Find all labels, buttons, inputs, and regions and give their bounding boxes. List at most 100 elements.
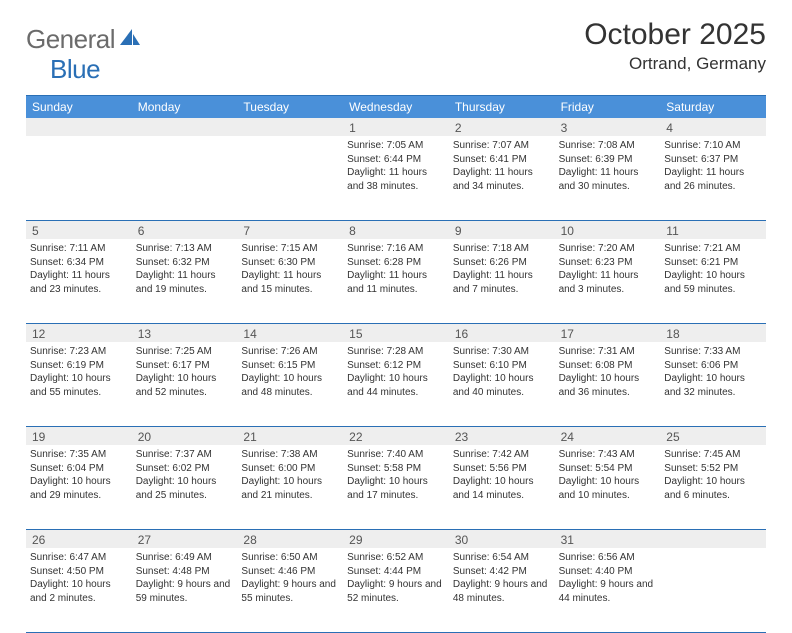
sunrise-text: Sunrise: 7:30 AM xyxy=(453,345,551,359)
day-number: 3 xyxy=(555,118,661,136)
week-row: Sunrise: 7:11 AMSunset: 6:34 PMDaylight:… xyxy=(26,239,766,324)
sunrise-text: Sunrise: 7:43 AM xyxy=(559,448,657,462)
sunrise-text: Sunrise: 7:38 AM xyxy=(241,448,339,462)
sunset-text: Sunset: 6:17 PM xyxy=(136,359,234,373)
sunrise-text: Sunrise: 7:20 AM xyxy=(559,242,657,256)
daylight-text: Daylight: 10 hours and 29 minutes. xyxy=(30,475,128,502)
day-number: 7 xyxy=(237,221,343,239)
day-number: 11 xyxy=(660,221,766,239)
day-number xyxy=(26,118,132,136)
sunrise-text: Sunrise: 7:10 AM xyxy=(664,139,762,153)
day-cell xyxy=(660,548,766,632)
sunrise-text: Sunrise: 7:35 AM xyxy=(30,448,128,462)
sunset-text: Sunset: 6:30 PM xyxy=(241,256,339,270)
day-number: 10 xyxy=(555,221,661,239)
sunrise-text: Sunrise: 6:54 AM xyxy=(453,551,551,565)
day-number: 4 xyxy=(660,118,766,136)
sunrise-text: Sunrise: 7:08 AM xyxy=(559,139,657,153)
sunset-text: Sunset: 6:04 PM xyxy=(30,462,128,476)
sunrise-text: Sunrise: 6:49 AM xyxy=(136,551,234,565)
sunset-text: Sunset: 6:28 PM xyxy=(347,256,445,270)
day-cell: Sunrise: 7:16 AMSunset: 6:28 PMDaylight:… xyxy=(343,239,449,323)
day-cell: Sunrise: 7:38 AMSunset: 6:00 PMDaylight:… xyxy=(237,445,343,529)
sail-icon xyxy=(119,28,141,53)
sunset-text: Sunset: 5:52 PM xyxy=(664,462,762,476)
daylight-text: Daylight: 11 hours and 23 minutes. xyxy=(30,269,128,296)
daylight-text: Daylight: 10 hours and 2 minutes. xyxy=(30,578,128,605)
title-block: October 2025 Ortrand, Germany xyxy=(584,18,766,74)
day-cell: Sunrise: 7:30 AMSunset: 6:10 PMDaylight:… xyxy=(449,342,555,426)
daylight-text: Daylight: 9 hours and 52 minutes. xyxy=(347,578,445,605)
day-number: 15 xyxy=(343,324,449,342)
day-cell: Sunrise: 7:18 AMSunset: 6:26 PMDaylight:… xyxy=(449,239,555,323)
day-number: 27 xyxy=(132,530,238,548)
daylight-text: Daylight: 9 hours and 55 minutes. xyxy=(241,578,339,605)
weekday-label: Friday xyxy=(555,96,661,118)
daylight-text: Daylight: 11 hours and 11 minutes. xyxy=(347,269,445,296)
daylight-text: Daylight: 11 hours and 19 minutes. xyxy=(136,269,234,296)
day-number: 19 xyxy=(26,427,132,445)
weekday-label: Tuesday xyxy=(237,96,343,118)
sunrise-text: Sunrise: 7:11 AM xyxy=(30,242,128,256)
logo-text-general: General xyxy=(26,24,115,55)
daylight-text: Daylight: 10 hours and 14 minutes. xyxy=(453,475,551,502)
day-number: 26 xyxy=(26,530,132,548)
sunset-text: Sunset: 6:02 PM xyxy=(136,462,234,476)
weekday-label: Thursday xyxy=(449,96,555,118)
day-number: 28 xyxy=(237,530,343,548)
sunrise-text: Sunrise: 7:23 AM xyxy=(30,345,128,359)
day-cell: Sunrise: 7:26 AMSunset: 6:15 PMDaylight:… xyxy=(237,342,343,426)
sunrise-text: Sunrise: 7:42 AM xyxy=(453,448,551,462)
sunset-text: Sunset: 5:58 PM xyxy=(347,462,445,476)
sunrise-text: Sunrise: 7:18 AM xyxy=(453,242,551,256)
day-number: 2 xyxy=(449,118,555,136)
day-number-row: 12131415161718 xyxy=(26,324,766,342)
day-cell xyxy=(132,136,238,220)
day-number: 17 xyxy=(555,324,661,342)
sunset-text: Sunset: 6:00 PM xyxy=(241,462,339,476)
day-cell: Sunrise: 7:35 AMSunset: 6:04 PMDaylight:… xyxy=(26,445,132,529)
day-number: 13 xyxy=(132,324,238,342)
daylight-text: Daylight: 11 hours and 38 minutes. xyxy=(347,166,445,193)
daylight-text: Daylight: 10 hours and 25 minutes. xyxy=(136,475,234,502)
day-cell: Sunrise: 7:10 AMSunset: 6:37 PMDaylight:… xyxy=(660,136,766,220)
day-cell: Sunrise: 7:05 AMSunset: 6:44 PMDaylight:… xyxy=(343,136,449,220)
day-number: 12 xyxy=(26,324,132,342)
sunrise-text: Sunrise: 7:07 AM xyxy=(453,139,551,153)
day-number: 8 xyxy=(343,221,449,239)
day-cell: Sunrise: 7:23 AMSunset: 6:19 PMDaylight:… xyxy=(26,342,132,426)
sunrise-text: Sunrise: 7:21 AM xyxy=(664,242,762,256)
sunset-text: Sunset: 6:39 PM xyxy=(559,153,657,167)
week-row: Sunrise: 6:47 AMSunset: 4:50 PMDaylight:… xyxy=(26,548,766,633)
sunset-text: Sunset: 4:46 PM xyxy=(241,565,339,579)
day-number: 20 xyxy=(132,427,238,445)
daylight-text: Daylight: 10 hours and 52 minutes. xyxy=(136,372,234,399)
daylight-text: Daylight: 9 hours and 44 minutes. xyxy=(559,578,657,605)
day-number: 9 xyxy=(449,221,555,239)
weekday-label: Sunday xyxy=(26,96,132,118)
sunset-text: Sunset: 6:08 PM xyxy=(559,359,657,373)
day-cell: Sunrise: 7:15 AMSunset: 6:30 PMDaylight:… xyxy=(237,239,343,323)
day-number: 25 xyxy=(660,427,766,445)
day-number: 23 xyxy=(449,427,555,445)
sunrise-text: Sunrise: 6:50 AM xyxy=(241,551,339,565)
day-number: 30 xyxy=(449,530,555,548)
sunset-text: Sunset: 4:48 PM xyxy=(136,565,234,579)
day-number-row: 262728293031 xyxy=(26,530,766,548)
daylight-text: Daylight: 10 hours and 44 minutes. xyxy=(347,372,445,399)
daylight-text: Daylight: 10 hours and 59 minutes. xyxy=(664,269,762,296)
sunset-text: Sunset: 6:15 PM xyxy=(241,359,339,373)
day-cell: Sunrise: 7:28 AMSunset: 6:12 PMDaylight:… xyxy=(343,342,449,426)
day-number: 5 xyxy=(26,221,132,239)
day-cell: Sunrise: 6:54 AMSunset: 4:42 PMDaylight:… xyxy=(449,548,555,632)
sunset-text: Sunset: 6:34 PM xyxy=(30,256,128,270)
day-cell xyxy=(26,136,132,220)
day-cell: Sunrise: 7:42 AMSunset: 5:56 PMDaylight:… xyxy=(449,445,555,529)
sunrise-text: Sunrise: 7:13 AM xyxy=(136,242,234,256)
daylight-text: Daylight: 11 hours and 34 minutes. xyxy=(453,166,551,193)
sunset-text: Sunset: 4:44 PM xyxy=(347,565,445,579)
week-row: Sunrise: 7:05 AMSunset: 6:44 PMDaylight:… xyxy=(26,136,766,221)
sunset-text: Sunset: 6:21 PM xyxy=(664,256,762,270)
day-cell: Sunrise: 6:47 AMSunset: 4:50 PMDaylight:… xyxy=(26,548,132,632)
day-cell: Sunrise: 7:45 AMSunset: 5:52 PMDaylight:… xyxy=(660,445,766,529)
